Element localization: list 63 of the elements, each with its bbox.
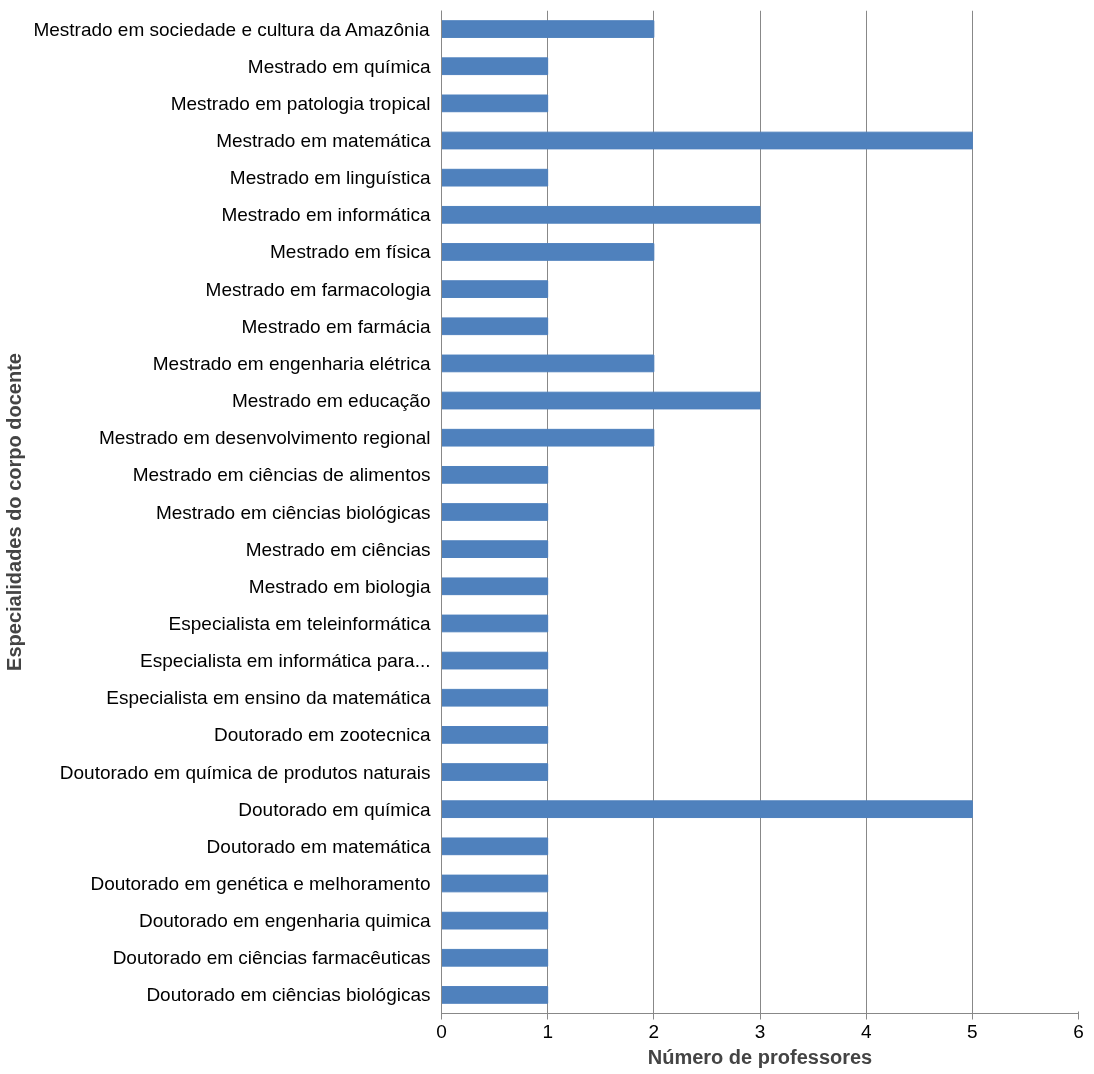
y-tick-label: Mestrado em farmacologia [205, 278, 431, 300]
bar [441, 911, 549, 930]
y-tick-label: Doutorado em química de produtos naturais [59, 761, 431, 783]
x-tick-label: 5 [967, 1020, 978, 1042]
y-tick-label: Doutorado em ciências biológicas [146, 984, 431, 1006]
x-tick-label: 2 [648, 1020, 660, 1042]
y-tick-label: Especialista em informática para... [140, 650, 431, 672]
bar [441, 837, 549, 856]
bar [441, 168, 549, 187]
bar [441, 94, 549, 113]
bar [441, 428, 655, 447]
bar [441, 503, 549, 521]
bar [441, 763, 549, 781]
bar [441, 205, 761, 224]
bar [441, 688, 549, 707]
y-tick-label: Doutorado em genética e melhoramento [90, 872, 431, 894]
x-tick-label: 0 [436, 1020, 447, 1042]
y-tick-label: Mestrado em física [270, 241, 431, 263]
y-tick-label: Mestrado em desenvolvimento regional [98, 427, 431, 449]
bar [441, 131, 973, 150]
bar [441, 317, 549, 336]
bar [441, 577, 549, 596]
y-tick-label: Mestrado em patologia tropical [170, 92, 431, 114]
y-tick-label: Mestrado em engenharia elétrica [152, 352, 431, 374]
y-tick-label: Mestrado em ciências [245, 538, 431, 560]
x-tick-label: 6 [1073, 1020, 1084, 1042]
bar [441, 243, 655, 261]
bar [441, 986, 549, 1004]
bar [441, 800, 973, 819]
y-tick-label: Especialista em ensino da matemática [106, 687, 431, 709]
y-axis-title: Especialidades do corpo docente [3, 353, 26, 671]
bar [441, 948, 549, 967]
x-tick-label: 4 [860, 1020, 872, 1042]
y-tick-label: Mestrado em matemática [216, 130, 431, 152]
bar [441, 614, 549, 633]
y-tick-label: Mestrado em sociedade e cultura da Amazônia [33, 18, 430, 40]
y-tick-label: Mestrado em ciências de alimentos [132, 464, 431, 486]
y-tick-label: Mestrado em educação [231, 390, 431, 412]
bar [441, 726, 549, 744]
y-tick-label: Mestrado em linguística [229, 167, 431, 189]
y-tick-label: Mestrado em química [247, 55, 431, 77]
x-tick-label: 3 [754, 1020, 766, 1042]
bar [441, 280, 549, 298]
bar [441, 354, 655, 373]
y-tick-label: Mestrado em ciências biológicas [155, 501, 431, 523]
y-tick-label: Mestrado em farmácia [241, 315, 431, 337]
y-tick-label: Mestrado em biologia [248, 575, 431, 597]
y-tick-label: Doutorado em ciências farmacêuticas [112, 947, 431, 969]
y-tick-label: Doutorado em matemática [206, 835, 431, 857]
bar [441, 651, 549, 670]
y-tick-label: Especialista em teleinformática [168, 612, 431, 634]
x-tick-label: 1 [542, 1020, 553, 1042]
bar [441, 57, 549, 76]
y-tick-label: Doutorado em zootecnica [213, 724, 431, 746]
bar [441, 20, 655, 38]
y-tick-label: Mestrado em informática [221, 204, 431, 226]
x-axis-title: Número de professores [647, 1045, 873, 1068]
bar [441, 540, 549, 559]
bar [441, 874, 549, 893]
y-tick-label: Doutorado em engenharia quimica [138, 910, 431, 932]
bar [441, 391, 761, 410]
y-tick-label: Doutorado em química [238, 798, 431, 820]
bar [441, 465, 549, 484]
